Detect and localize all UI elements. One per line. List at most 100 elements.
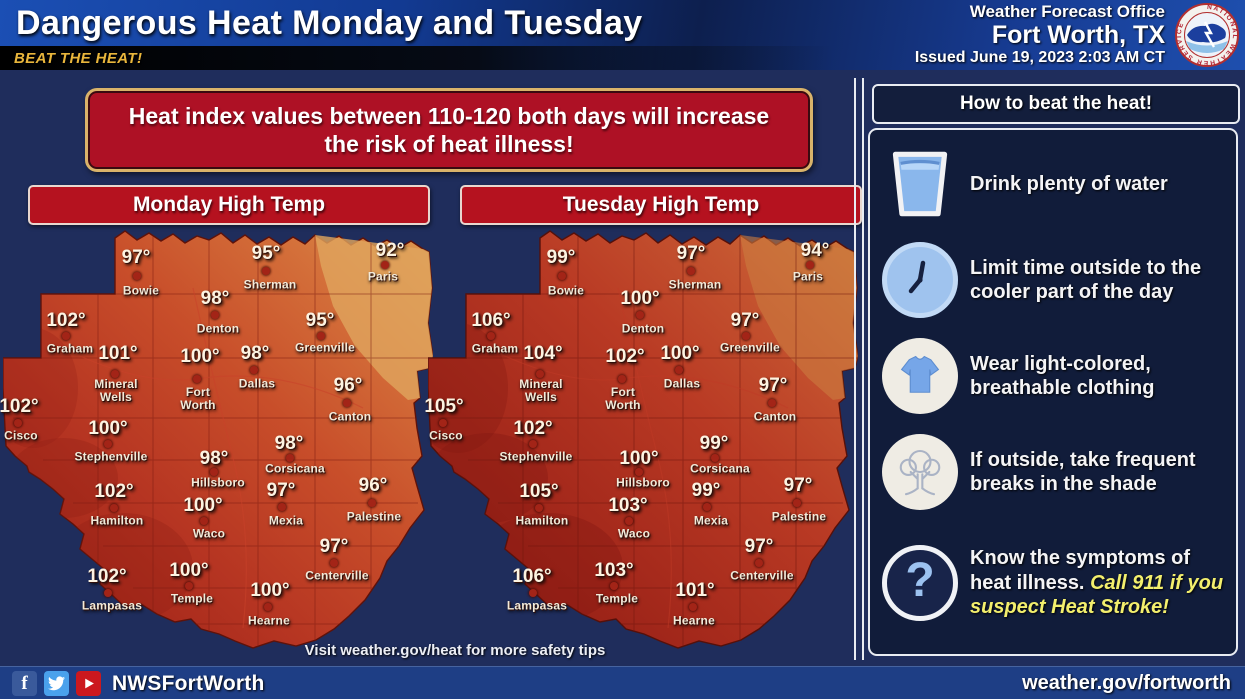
temp-label: 103° [594,560,634,581]
temp-label: 102° [605,346,645,367]
tip-text: Limit time outside to the cooler part of… [970,256,1202,303]
city-label: Stephenville [499,449,573,464]
temp-label: 97° [744,536,774,557]
city-label: Lampasas [81,598,143,613]
city-dot-icon [132,271,141,280]
city-dot-icon [103,588,112,597]
city-label: Dallas [238,376,276,391]
temp-label: 97° [758,375,788,396]
temp-label: 97° [319,536,349,557]
temp-label: 106° [471,310,511,331]
website-url[interactable]: weather.gov/fortworth [1022,672,1231,694]
temp-label: 100° [180,346,220,367]
city-dot-icon [439,418,447,427]
main-content: Heat index values between 110-120 both d… [0,70,1245,666]
tip-row-shade: If outside, take frequent breaks in the … [870,424,1236,520]
city-label: Hillsboro [616,475,670,490]
temp-label: 94° [800,240,830,261]
tip-text: Wear light-colored, breathable clothing [970,352,1155,399]
temp-label: 105° [424,396,464,417]
city-dot-icon [688,603,697,611]
city-label: Bowie [122,283,160,298]
water-glass-icon [870,147,970,221]
tip-row-time: Limit time outside to the cooler part of… [870,232,1236,328]
temp-label: 97° [783,475,813,496]
city-dot-icon [536,369,544,378]
city-label: Lampasas [506,598,568,613]
monday-temperature-map: 97° Bowie 95° Sherman 92° Paris 102° Graham 98° D… [0,228,433,652]
city-label: Hearne [673,613,715,628]
city-dot-icon [534,503,543,512]
city-dot-icon [557,271,566,280]
city-dot-icon [635,311,644,319]
city-dot-icon [754,558,763,567]
temp-label: 98° [199,448,229,469]
monday-map-title: Monday High Temp [28,185,430,225]
city-label: Mexia [268,513,304,528]
city-label: Palestine [771,509,827,524]
city-dot-icon [711,453,719,462]
temp-label: 99° [546,247,576,268]
youtube-icon[interactable] [76,671,101,696]
city-dot-icon [792,498,801,507]
city-dot-icon [380,261,389,269]
city-label: Centerville [730,568,794,583]
heat-tips-panel: Drink plenty of water Limit time ou [868,128,1238,656]
temp-label: 98° [274,433,304,454]
city-label: Paris [367,269,399,284]
heat-alert-banner: Heat index values between 110-120 both d… [85,88,813,172]
city-label: Cisco [429,428,463,443]
city-dot-icon [111,369,119,378]
safety-tips-link[interactable]: Visit weather.gov/heat for more safety t… [304,642,606,659]
city-dot-icon [184,582,193,590]
city-dot-icon [14,418,22,427]
tip-row-symptoms: ? Know the symptoms of heat illness. Cal… [870,520,1236,646]
city-label: Waco [617,526,651,541]
sidebar-title: How to beat the heat! [872,84,1240,124]
temp-label: 100° [169,560,209,581]
tshirt-icon [870,338,970,414]
city-dot-icon [103,440,112,448]
temp-label: 102° [0,396,39,417]
city-label: Canton [753,409,797,424]
facebook-icon[interactable]: f [12,671,37,696]
city-label: Sherman [243,277,297,292]
city-label: Graham [46,341,94,356]
city-label: Mineral Wells [94,376,138,404]
temp-label: 98° [200,288,230,309]
temp-label: 102° [87,566,127,587]
city-label: Mineral Wells [519,376,563,404]
city-label: Stephenville [74,449,148,464]
city-label: Temple [170,591,214,606]
city-dot-icon [618,375,626,383]
temp-label: 100° [88,418,128,439]
city-label: Hamilton [90,513,144,528]
office-location: Fort Worth, TX [991,21,1165,50]
alert-text-line2: the risk of heat illness! [324,131,574,157]
city-dot-icon [193,375,201,383]
temp-label: 103° [608,495,648,516]
city-dot-icon [109,503,118,512]
city-label: Temple [595,591,639,606]
tip-text: If outside, take frequent breaks in the … [970,448,1196,495]
temp-label: 100° [619,448,659,469]
temp-label: 102° [94,481,134,502]
temp-label: 99° [699,433,729,454]
city-label: Bowie [547,283,585,298]
temp-label: 104° [523,343,563,364]
temp-label: 102° [513,418,553,439]
city-label: Centerville [305,568,369,583]
twitter-icon[interactable] [44,671,69,696]
city-dot-icon [343,398,351,407]
city-dot-icon [263,603,272,611]
social-handle[interactable]: NWSFortWorth [112,671,265,695]
tip-row-clothing: Wear light-colored, breathable clothing [870,328,1236,424]
city-dot-icon [805,261,814,269]
temp-label: 100° [250,580,290,601]
city-label: Fort Worth [180,384,216,412]
city-dot-icon [277,503,286,511]
temp-label: 99° [691,480,721,501]
city-dot-icon [210,468,218,476]
city-dot-icon [210,311,219,319]
monday-map-shape [3,230,433,649]
